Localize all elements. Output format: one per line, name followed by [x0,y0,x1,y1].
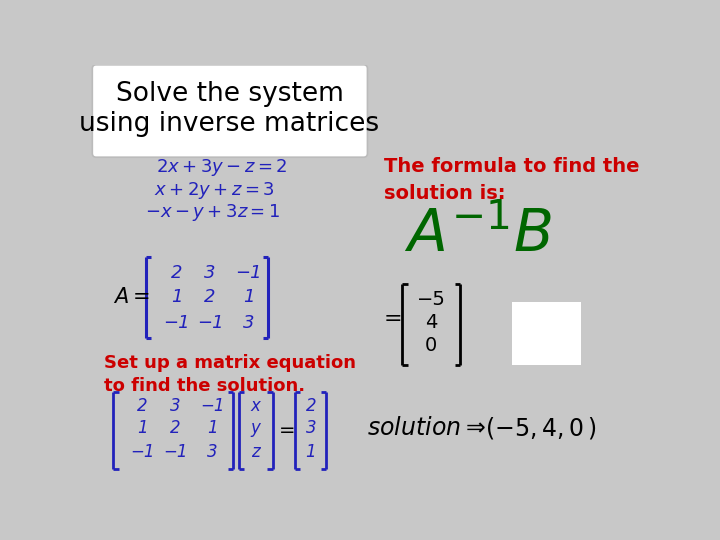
Text: 3: 3 [243,314,255,332]
Text: 0: 0 [425,336,437,355]
Text: 1: 1 [171,288,183,306]
Text: 2: 2 [204,288,216,306]
Text: −1: −1 [200,397,225,415]
Text: −1: −1 [197,314,223,332]
Text: $=$: $=$ [275,418,295,438]
Text: −1: −1 [163,443,187,461]
Text: 4: 4 [425,313,437,332]
Text: $-x-y+3z=1$: $-x-y+3z=1$ [145,202,280,223]
Text: $=$: $=$ [379,307,402,327]
Text: $\mathit{solution} \Rightarrow$: $\mathit{solution} \Rightarrow$ [367,416,486,440]
FancyBboxPatch shape [92,65,367,157]
Text: 3: 3 [170,397,181,415]
Bar [513,302,580,365]
Text: $x+2y+z=3$: $x+2y+z=3$ [153,180,274,201]
Text: $A=$: $A=$ [113,287,150,307]
Text: Solve the system
using inverse matrices: Solve the system using inverse matrices [79,82,379,138]
Text: Set up a matrix equation
to find the solution.: Set up a matrix equation to find the sol… [104,354,356,395]
Text: 2: 2 [138,397,148,415]
Text: y: y [251,419,261,437]
Text: z: z [251,443,260,461]
Text: 1: 1 [207,419,217,437]
Text: −1: −1 [235,264,262,282]
Text: 1: 1 [138,419,148,437]
Text: 2: 2 [171,264,183,282]
Text: 1: 1 [243,288,255,306]
Text: The formula to find the
solution is:: The formula to find the solution is: [384,157,640,202]
Text: 3: 3 [204,264,216,282]
Text: 3: 3 [305,419,316,437]
Text: −5: −5 [417,290,446,309]
Text: $\mathit{A}^{-1}\mathit{B}$: $\mathit{A}^{-1}\mathit{B}$ [404,207,552,264]
Text: 2: 2 [305,397,316,415]
Text: 1: 1 [305,443,316,461]
Text: 3: 3 [207,443,217,461]
Text: 2: 2 [170,419,181,437]
Text: $2x+3y-z=2$: $2x+3y-z=2$ [156,158,287,179]
Text: −1: −1 [130,443,155,461]
Text: x: x [251,397,261,415]
Text: $(-5,4,0\,)$: $(-5,4,0\,)$ [485,415,597,441]
Text: −1: −1 [163,314,190,332]
